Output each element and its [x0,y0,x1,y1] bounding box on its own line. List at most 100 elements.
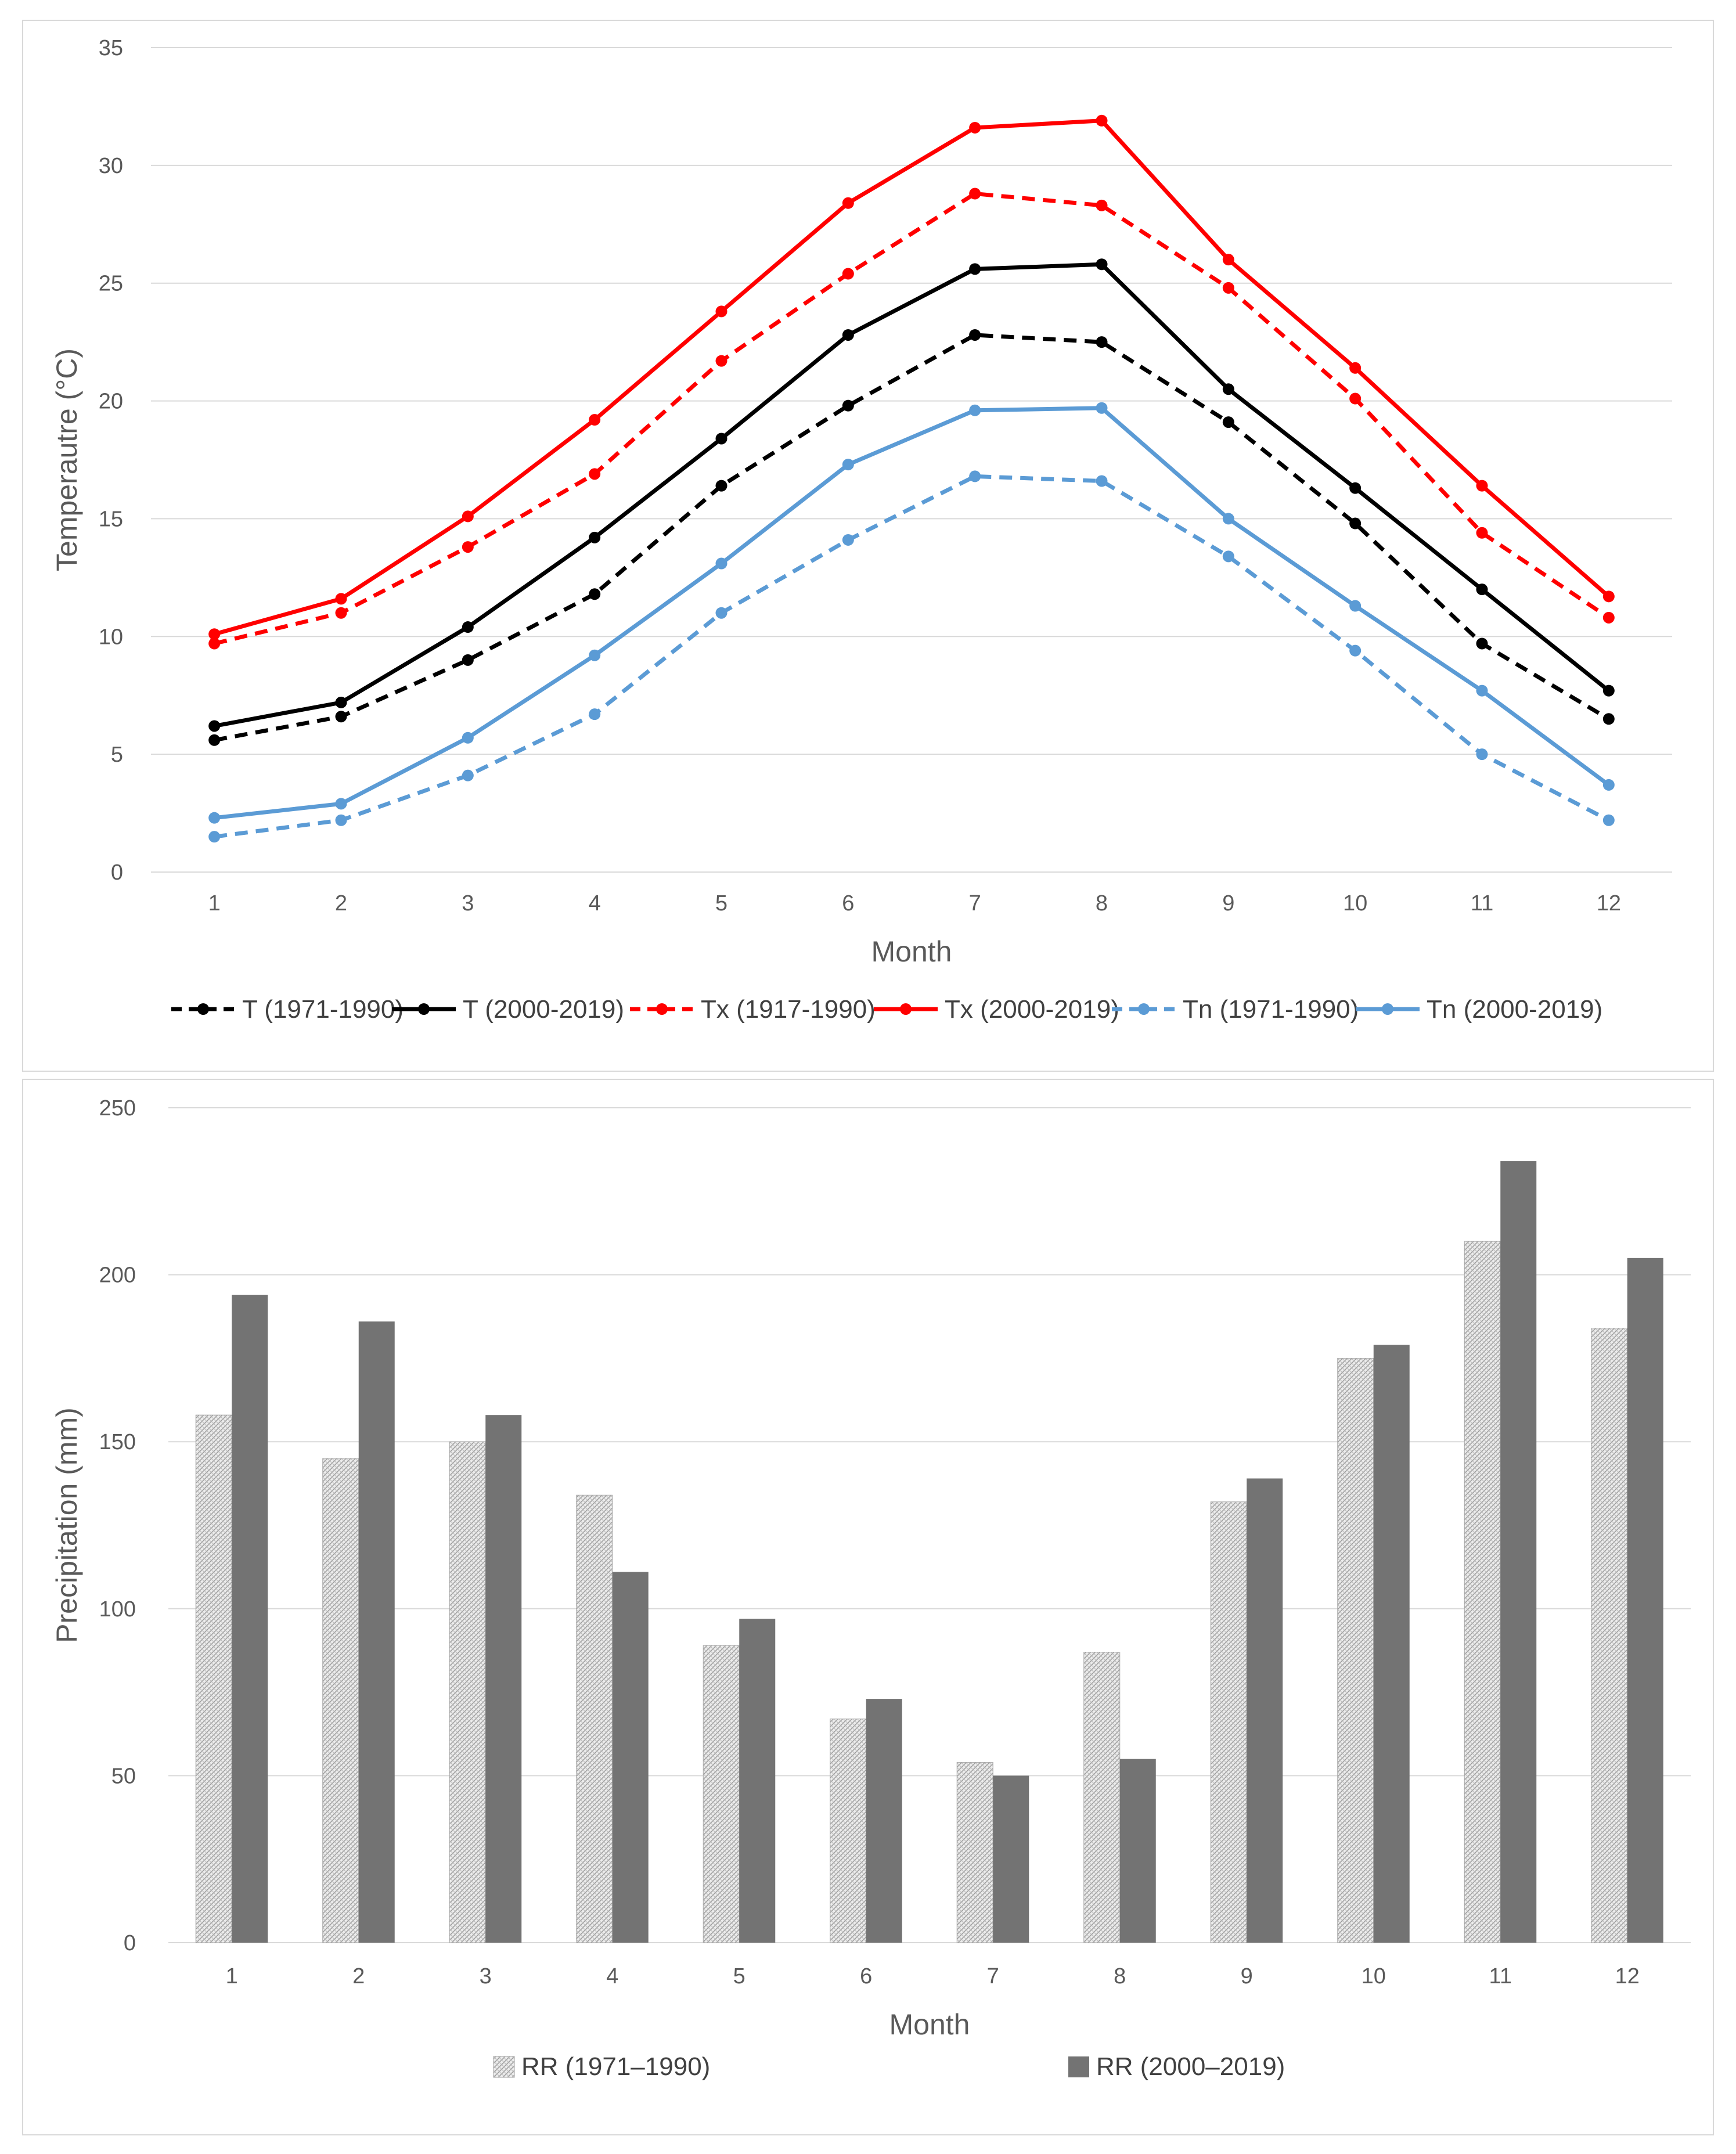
data-point [208,812,221,824]
data-point [969,121,981,134]
x-tick-label: 7 [969,891,981,916]
data-point [335,696,347,708]
legend-label: Tn (1971-1990) [1183,995,1359,1024]
x-tick-label: 3 [462,891,474,916]
data-point [1476,637,1488,650]
data-point [1222,513,1234,525]
data-point [208,637,221,650]
data-point [969,188,981,200]
data-point [589,531,601,543]
bar [232,1295,268,1943]
data-point [589,588,601,600]
data-point [1222,282,1234,294]
x-tick-label: 5 [715,891,727,916]
legend-marker [418,1003,430,1015]
data-point [1349,517,1362,530]
x-tick-label: 3 [480,1964,492,1989]
x-tick-label: 1 [208,891,221,916]
data-point [715,607,727,619]
x-tick-label: 6 [860,1964,872,1989]
legend-marker [1138,1003,1150,1015]
legend-marker [900,1003,912,1015]
bar [993,1775,1029,1943]
data-point [208,628,221,640]
data-point [1476,685,1488,697]
bar [1464,1241,1501,1943]
data-point [1602,779,1615,791]
y-tick-label: 25 [99,272,123,296]
x-tick-label: 4 [589,891,601,916]
y-tick-label: 5 [111,743,123,767]
x-tick-label: 12 [1615,1964,1640,1989]
data-point [335,814,347,826]
data-point [462,769,474,781]
bar [1591,1328,1628,1943]
data-point [715,355,727,367]
legend-swatch [493,2056,515,2078]
bar [739,1619,776,1943]
data-point [462,541,474,553]
temperature-chart-panel: 0 5 10 15 20 25 30 35 1 2 3 4 5 6 7 8 9 10 11 12 Month Temper… [22,20,1714,1072]
data-point [1476,480,1488,492]
data-point [335,593,347,605]
bar [195,1414,232,1943]
data-point [1476,583,1488,596]
legend-marker [197,1003,209,1015]
data-point [589,649,601,661]
bar [1337,1357,1374,1943]
x-tick-label: 4 [606,1964,618,1989]
data-point [842,399,854,412]
data-point [842,534,854,546]
x-tick-label: 11 [1471,891,1493,916]
data-point [1096,336,1108,348]
data-point [1349,362,1362,374]
x-tick-label: 8 [1114,1964,1126,1989]
data-point [969,470,981,482]
x-axis-title: Month [871,935,952,968]
y-tick-label: 35 [99,36,123,60]
data-point [842,268,854,280]
data-point [1222,550,1234,563]
data-point [1602,713,1615,725]
y-tick-label: 20 [99,390,123,414]
data-point [1096,475,1108,487]
data-point [715,433,727,445]
legend-swatch [1068,2056,1089,2077]
y-tick-label: 15 [99,507,123,531]
x-tick-label: 12 [1597,891,1621,916]
data-point [1602,685,1615,697]
bar [1373,1345,1410,1943]
data-point [335,711,347,723]
legend-label: T (2000-2019) [463,995,624,1024]
data-point [1096,402,1108,414]
data-point [462,732,474,744]
x-tick-label: 10 [1343,891,1367,916]
legend-label: RR (1971–1990) [521,2052,710,2081]
x-tick-label: 6 [842,891,854,916]
data-point [842,329,854,341]
series-line [214,406,1610,820]
x-tick-label: 9 [1241,1964,1253,1989]
legend-label: RR (2000–2019) [1096,2052,1285,2081]
x-tick-label: 1 [226,1964,238,1989]
series-line [214,262,1611,728]
data-point [1096,114,1108,127]
x-tick-label: 8 [1096,891,1108,916]
bar [322,1458,359,1943]
bar [485,1415,522,1943]
data-point [589,468,601,480]
series-line [214,333,1610,743]
y-tick-label: 10 [99,625,123,649]
data-point [335,798,347,810]
data-point [335,607,347,619]
bar [1119,1759,1156,1943]
bar [1083,1652,1121,1943]
y-tick-label: 50 [111,1764,136,1788]
y-tick-label: 0 [124,1931,136,1955]
y-axis-title: Temperautre (°C) [51,348,83,571]
x-tick-label: 10 [1362,1964,1386,1989]
data-point [208,831,221,843]
data-point [1476,527,1488,539]
data-point [842,459,854,471]
